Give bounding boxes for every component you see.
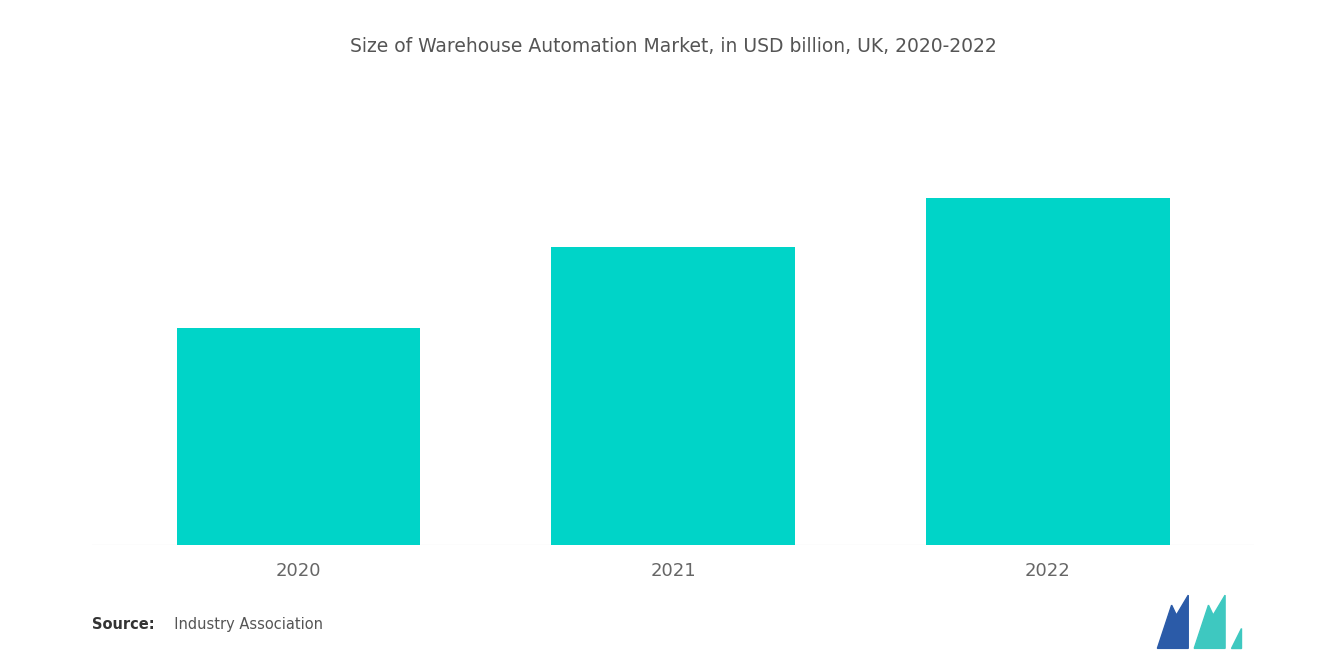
Bar (552, 247, 795, 545)
Polygon shape (1158, 595, 1188, 648)
Text: Industry Association: Industry Association (165, 616, 323, 632)
Polygon shape (1195, 595, 1225, 648)
Bar (177, 328, 420, 545)
Polygon shape (1232, 628, 1241, 648)
Bar (927, 198, 1170, 545)
Text: Source:: Source: (92, 616, 154, 632)
Title: Size of Warehouse Automation Market, in USD billion, UK, 2020-2022: Size of Warehouse Automation Market, in … (350, 37, 997, 56)
